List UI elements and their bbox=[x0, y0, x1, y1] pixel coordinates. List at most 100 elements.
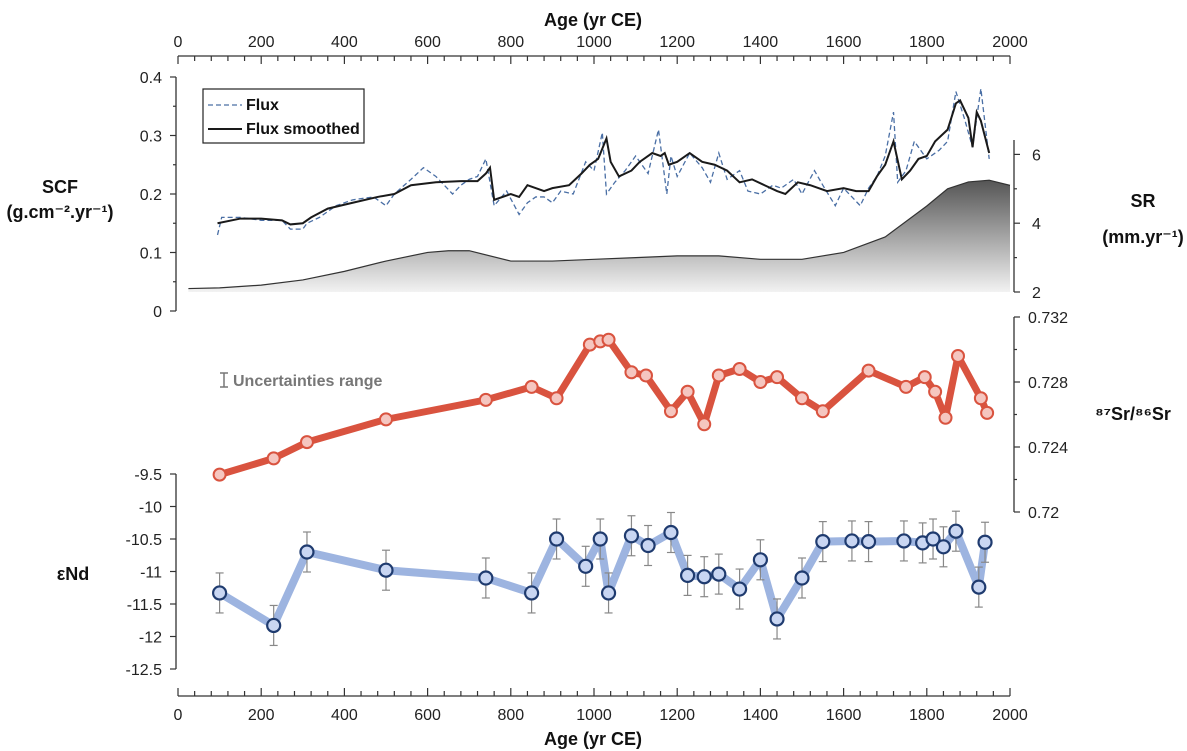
end-data-point bbox=[600, 585, 617, 601]
flux-smoothed-series-line bbox=[217, 98, 991, 226]
bottom-x-tick-label: 400 bbox=[331, 707, 358, 724]
sr-isotope-data-point bbox=[639, 368, 653, 383]
bottom-x-axis-title: Age (yr CE) bbox=[544, 729, 642, 749]
end-data-point bbox=[523, 585, 540, 601]
bottom-x-tick-label: 1200 bbox=[659, 707, 695, 724]
sr-y-tick-label: 6 bbox=[1032, 147, 1041, 164]
bottom-x-tick-label: 1600 bbox=[826, 707, 862, 724]
sr-isotope-data-point bbox=[795, 391, 809, 406]
sr-y-tick-label: 4 bbox=[1032, 216, 1041, 233]
top-x-tick-label: 1200 bbox=[659, 34, 695, 51]
end-y-tick-label: -10 bbox=[139, 500, 162, 517]
scf-y-tick-label: 0.3 bbox=[140, 129, 162, 146]
sr-isotope-data-point bbox=[973, 391, 988, 406]
sr-axis-unit: (mm.yr⁻¹) bbox=[1102, 227, 1184, 247]
bottom-x-tick-label: 200 bbox=[248, 707, 275, 724]
legend-flux-smoothed-label: Flux smoothed bbox=[246, 121, 360, 138]
sr-area bbox=[188, 180, 1010, 292]
end-data-point bbox=[844, 533, 860, 549]
uncertainty-label: Uncertainties range bbox=[233, 373, 382, 390]
scf-axis-unit: (g.cm⁻².yr⁻¹) bbox=[6, 202, 113, 222]
sr-isotope-data-point bbox=[549, 391, 564, 406]
top-x-tick-label: 400 bbox=[331, 34, 358, 51]
end-axis-title: εNd bbox=[57, 564, 90, 584]
sr-y-tick-label: 2 bbox=[1032, 285, 1041, 302]
sr-isotope-data-point bbox=[770, 370, 785, 385]
end-y-tick-label: -11 bbox=[140, 565, 162, 582]
sr-isotope-data-point bbox=[478, 392, 493, 407]
sr-axis-title: SR bbox=[1130, 191, 1155, 211]
bottom-x-tick-label: 1000 bbox=[576, 707, 612, 724]
sr-isotope-y-tick-label: 0.72 bbox=[1028, 505, 1059, 522]
sr-isotope-data-point bbox=[711, 368, 726, 383]
end-data-point bbox=[378, 562, 394, 578]
end-data-point bbox=[679, 567, 696, 584]
sr-isotope-data-point bbox=[951, 349, 965, 363]
end-data-point bbox=[640, 537, 656, 554]
end-data-point bbox=[696, 569, 712, 585]
top-x-axis-title: Age (yr CE) bbox=[544, 10, 642, 30]
scf-y-tick-label: 0.4 bbox=[140, 70, 162, 87]
sr-isotope-data-point bbox=[732, 362, 747, 376]
top-x-tick-label: 0 bbox=[174, 34, 183, 51]
sr-isotope-data-point bbox=[212, 467, 227, 482]
sr-isotope-y-tick-label: 0.724 bbox=[1028, 440, 1068, 457]
sr-isotope-y-tick-label: 0.732 bbox=[1028, 310, 1068, 327]
end-data-point bbox=[663, 524, 679, 541]
sr-isotope-data-point bbox=[938, 410, 953, 425]
end-data-point bbox=[623, 528, 640, 544]
end-data-point bbox=[731, 581, 748, 597]
end-data-point bbox=[948, 523, 964, 539]
end-y-tick-label: -12 bbox=[139, 630, 162, 647]
end-data-point bbox=[548, 531, 565, 547]
bottom-x-tick-label: 2000 bbox=[992, 707, 1028, 724]
scf-y-tick-label: 0.1 bbox=[140, 246, 162, 263]
end-data-point bbox=[299, 544, 315, 560]
end-data-point bbox=[592, 531, 608, 547]
flux-series-line bbox=[216, 88, 990, 236]
sr-isotope-data-point bbox=[815, 404, 830, 419]
sr-isotope-data-point bbox=[524, 379, 539, 394]
uncertainty-note: Uncertainties range bbox=[220, 372, 382, 390]
end-y-tick-label: -10.5 bbox=[126, 532, 163, 549]
sr-isotope-data-point bbox=[601, 332, 616, 347]
end-data-point bbox=[815, 533, 831, 550]
end-data-point bbox=[935, 539, 952, 555]
scf-y-tick-label: 0.2 bbox=[140, 187, 162, 204]
sr-area-edge bbox=[188, 179, 1011, 290]
legend-flux-label: Flux bbox=[246, 97, 279, 114]
top-x-tick-label: 800 bbox=[497, 34, 524, 51]
end-data-point bbox=[711, 566, 727, 582]
top-x-tick-label: 200 bbox=[248, 34, 275, 51]
end-data-point bbox=[212, 585, 228, 601]
scf-y-tick-label: 0 bbox=[153, 304, 162, 321]
end-data-point bbox=[794, 570, 810, 586]
end-y-tick-label: -12.5 bbox=[126, 662, 163, 679]
scf-axis-title: SCF bbox=[42, 177, 78, 197]
top-x-tick-label: 1000 bbox=[576, 34, 612, 51]
sr-isotope-data-point bbox=[697, 417, 712, 432]
sr-isotope-data-point bbox=[299, 435, 314, 450]
sr-isotope-y-tick-label: 0.728 bbox=[1028, 375, 1068, 392]
sr-isotope-data-point bbox=[663, 404, 678, 419]
sr-isotope-data-point bbox=[379, 412, 393, 427]
sr-isotope-data-point bbox=[266, 451, 281, 466]
bottom-x-tick-label: 0 bbox=[174, 707, 183, 724]
bottom-x-tick-label: 1400 bbox=[743, 707, 779, 724]
sr-isotope-data-point bbox=[680, 384, 695, 399]
sr-isotope-data-point bbox=[861, 363, 876, 378]
end-data-point bbox=[896, 533, 912, 549]
sr-isotope-data-point bbox=[980, 405, 995, 420]
sr-isotope-axis-title: ⁸⁷Sr/⁸⁶Sr bbox=[1095, 404, 1171, 424]
sr-isotope-data-point bbox=[753, 375, 768, 389]
end-data-point bbox=[478, 570, 494, 586]
bottom-x-tick-label: 800 bbox=[497, 707, 524, 724]
top-x-tick-label: 1800 bbox=[909, 34, 945, 51]
end-data-point bbox=[971, 579, 987, 595]
bottom-x-tick-label: 1800 bbox=[909, 707, 945, 724]
sr-isotope-data-point bbox=[928, 384, 943, 399]
top-x-tick-label: 2000 bbox=[992, 34, 1028, 51]
end-data-point bbox=[860, 533, 877, 550]
end-data-point bbox=[752, 552, 769, 568]
